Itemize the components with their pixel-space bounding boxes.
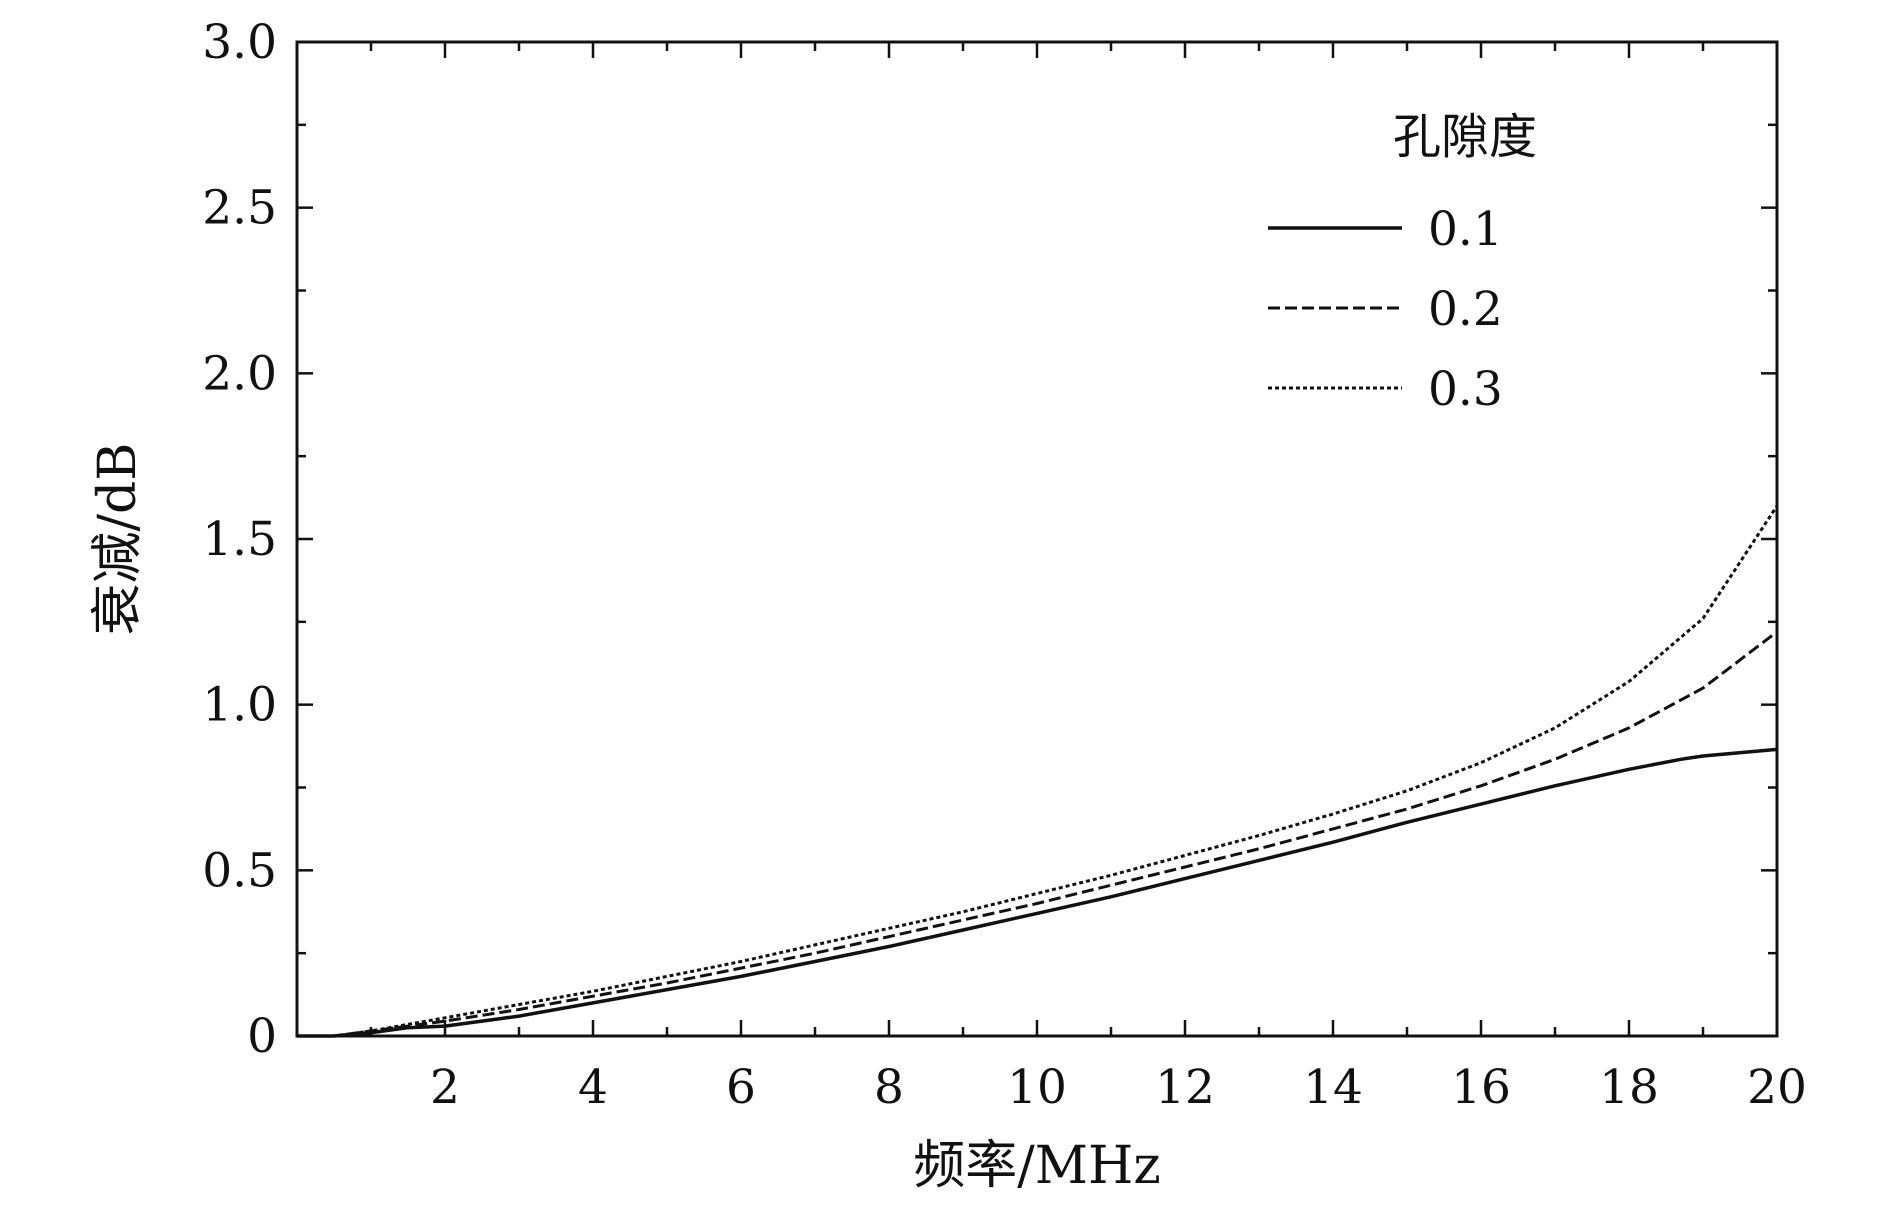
y-tick-label: 0 xyxy=(247,1009,277,1064)
y-tick-label: 2.5 xyxy=(202,181,277,236)
series-line-0-2 xyxy=(297,630,1778,1038)
legend-title: 孔隙度 xyxy=(1393,109,1537,165)
x-axis-title: 频率/MHz xyxy=(913,1136,1161,1196)
y-tick-label: 3.0 xyxy=(202,15,277,70)
y-tick-label: 1.0 xyxy=(202,678,277,733)
x-tick-label: 10 xyxy=(1007,1060,1067,1115)
x-tick-label: 16 xyxy=(1451,1060,1511,1115)
legend-items: 0.1 0.2 0.3 xyxy=(1268,202,1503,417)
x-tick-label: 12 xyxy=(1155,1060,1215,1115)
y-tick-labels: 0 0.5 1.0 1.5 2.0 2.5 3.0 xyxy=(202,15,277,1064)
series-line-0-1 xyxy=(297,747,1778,1038)
x-tick-label: 8 xyxy=(874,1060,904,1115)
x-tick-label: 18 xyxy=(1599,1060,1659,1115)
legend-label: 0.3 xyxy=(1428,362,1503,417)
x-tick-label: 14 xyxy=(1303,1060,1363,1115)
legend-label: 0.2 xyxy=(1428,282,1503,337)
legend-label: 0.1 xyxy=(1428,202,1503,257)
x-tick-label: 6 xyxy=(726,1060,756,1115)
legend: 孔隙度 0.1 0.2 0.3 xyxy=(1268,109,1537,417)
series-lines xyxy=(297,505,1779,1038)
series-line-0-3 xyxy=(297,505,1779,1038)
y-axis-title: 衰减/dB xyxy=(88,442,148,635)
y-tick-label: 2.0 xyxy=(202,346,277,401)
x-tick-label: 20 xyxy=(1747,1060,1807,1115)
x-tick-labels: 2 4 6 8 10 12 14 16 18 20 xyxy=(430,1060,1807,1115)
plot-frame xyxy=(295,40,1779,1038)
x-tick-label: 4 xyxy=(578,1060,608,1115)
y-tick-label: 0.5 xyxy=(202,843,277,898)
y-tick-label: 1.5 xyxy=(202,512,277,567)
x-tick-label: 2 xyxy=(430,1060,460,1115)
